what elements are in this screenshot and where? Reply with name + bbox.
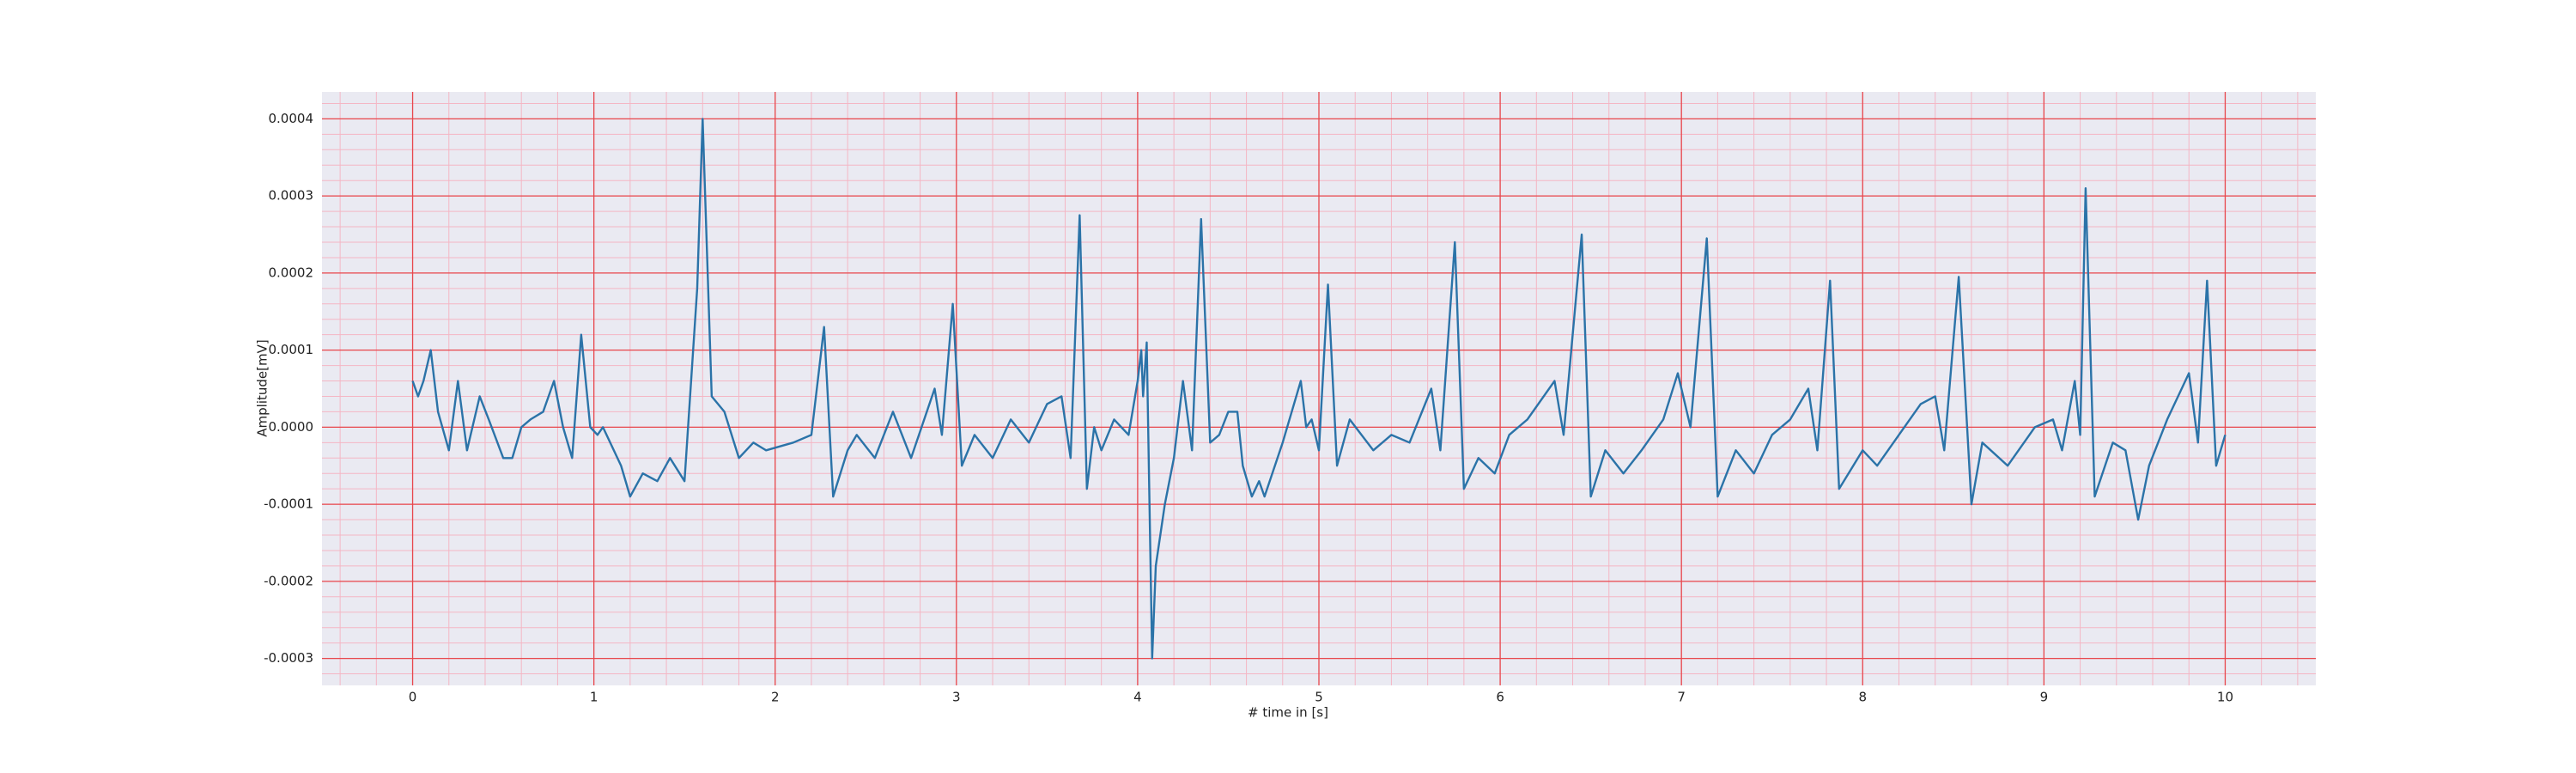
x-tick-label: 7	[1677, 690, 1686, 705]
x-axis-label: # time in [s]	[1248, 705, 1328, 721]
y-tick-label: 0.0000	[269, 419, 314, 435]
x-tick-label: 8	[1858, 690, 1867, 705]
y-tick-label: 0.0003	[269, 188, 314, 204]
y-tick-label: -0.0002	[264, 573, 313, 588]
x-tick-label: 1	[590, 690, 598, 705]
y-tick-label: 0.0002	[269, 265, 314, 280]
x-tick-label: 2	[771, 690, 780, 705]
y-tick-label: -0.0001	[264, 496, 313, 512]
x-tick-label: 9	[2040, 690, 2049, 705]
x-tick-label: 4	[1133, 690, 1142, 705]
x-tick-label: 3	[952, 690, 961, 705]
y-axis-label: Amplitude[mV]	[255, 339, 270, 436]
x-tick-label: 5	[1315, 690, 1323, 705]
signal-line	[411, 118, 2227, 660]
y-tick-label: -0.0003	[264, 650, 313, 666]
y-tick-label: 0.0001	[269, 342, 314, 357]
x-tick-label: 6	[1496, 690, 1504, 705]
x-tick-label: 0	[409, 690, 417, 705]
y-tick-label: 0.0004	[269, 111, 314, 126]
x-tick-label: 10	[2217, 690, 2233, 705]
